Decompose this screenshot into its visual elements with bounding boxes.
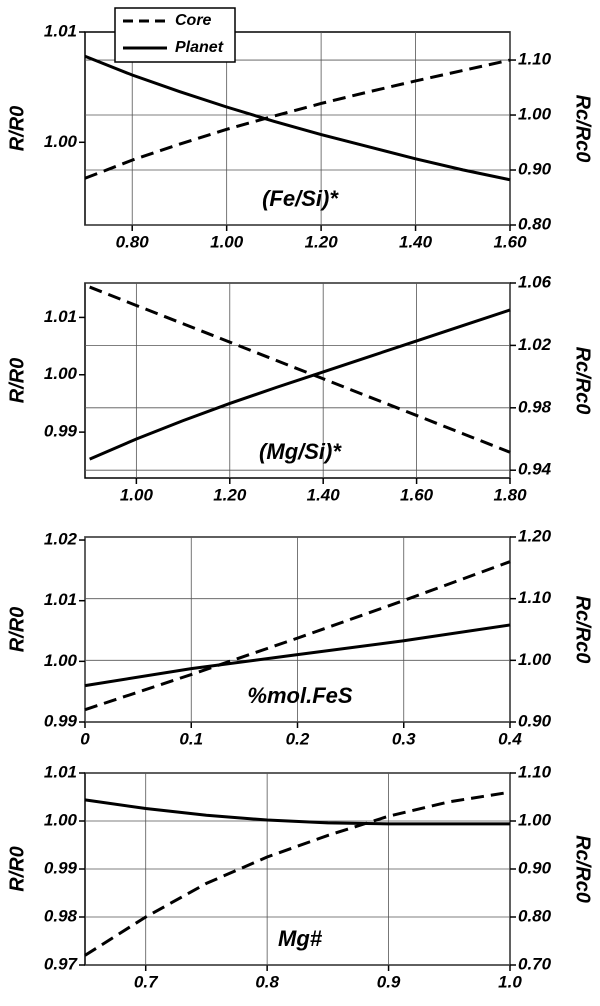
y-tick-label: 0.99 <box>44 711 78 730</box>
y2-axis-label: Rc/Rc0 <box>572 596 594 664</box>
x-tick-label: 0.2 <box>286 729 310 748</box>
y2-tick-label: 1.00 <box>518 650 552 669</box>
x-tick-label: 1.00 <box>210 232 244 251</box>
y2-axis-label: Rc/Rc0 <box>572 347 594 415</box>
y2-tick-label: 0.90 <box>518 858 552 877</box>
panel: 1.00 1.20 1.40 1.60 1.80 0.99 1.00 1.01 0.94 0.98… <box>6 272 593 504</box>
x-tick-label: 1.0 <box>498 972 522 991</box>
data-line <box>84 54 511 182</box>
y-tick-label: 1.01 <box>44 762 77 781</box>
x-tick-label: 1.60 <box>493 232 527 251</box>
y-tick-label: 1.00 <box>44 810 78 829</box>
panel: 0.80 1.00 1.20 1.40 1.60 1.00 1.01 0.80 0.90 1.00… <box>6 7 594 251</box>
y2-tick-label: 1.00 <box>518 105 552 124</box>
data-line <box>84 790 511 957</box>
x-tick-label: 1.20 <box>213 485 247 504</box>
x-tick-label: 1.40 <box>307 485 341 504</box>
y-tick-label: 1.00 <box>44 364 78 383</box>
x-axis-label: (Fe/Si)* <box>262 186 339 211</box>
x-axis-label: (Mg/Si)* <box>259 439 342 464</box>
y-tick-label: 1.01 <box>44 21 77 40</box>
y2-tick-label: 0.98 <box>518 397 552 416</box>
y2-tick-label: 0.70 <box>518 954 552 973</box>
x-tick-label: 0.3 <box>392 729 416 748</box>
y2-tick-label: 1.10 <box>518 762 552 781</box>
legend-label: Planet <box>175 39 224 56</box>
y2-tick-label: 1.20 <box>518 526 552 545</box>
y2-tick-label: 0.90 <box>518 711 552 730</box>
x-tick-label: 1.40 <box>399 232 433 251</box>
panel: 0.7 0.8 0.9 1.0 0.97 0.98 0.99 1.00 1.01 0.70 0.80… <box>6 762 593 991</box>
y-axis-label: R/R0 <box>6 607 28 653</box>
x-tick-label: 0.80 <box>116 232 150 251</box>
x-tick-label: 0.4 <box>498 729 522 748</box>
data-line <box>84 623 511 688</box>
y2-tick-label: 1.02 <box>518 335 552 354</box>
y2-tick-label: 0.94 <box>518 460 552 479</box>
legend-label: Core <box>175 12 212 29</box>
y2-tick-label: 1.10 <box>518 50 552 69</box>
y2-axis-label: Rc/Rc0 <box>572 95 594 163</box>
x-tick-label: 0.1 <box>179 729 203 748</box>
y-axis-label: R/R0 <box>6 846 28 892</box>
y-tick-label: 1.01 <box>44 307 77 326</box>
y-tick-label: 0.99 <box>44 858 78 877</box>
y-axis-label: R/R0 <box>6 358 28 404</box>
data-line <box>84 58 511 180</box>
y-axis-label: R/R0 <box>6 106 28 152</box>
x-tick-label: 0.7 <box>134 972 159 991</box>
x-tick-label: 0.8 <box>255 972 279 991</box>
panel: 0 0.1 0.2 0.3 0.4 0.99 1.00 1.01 1.02 0.90 1.00 1.1… <box>6 526 593 748</box>
x-tick-label: 1.80 <box>493 485 527 504</box>
y-tick-label: 0.98 <box>44 906 78 925</box>
y2-tick-label: 1.10 <box>518 588 552 607</box>
data-line <box>89 308 511 461</box>
x-tick-label: 0.9 <box>377 972 401 991</box>
y2-axis-label: Rc/Rc0 <box>572 835 594 903</box>
legend-box <box>114 7 236 63</box>
x-axis-label: Mg# <box>278 926 323 951</box>
data-line <box>84 798 510 826</box>
y-tick-label: 0.97 <box>44 954 79 973</box>
y-tick-label: 0.99 <box>44 422 78 441</box>
y-tick-label: 1.00 <box>44 651 78 670</box>
y-tick-label: 1.01 <box>44 590 77 609</box>
y-tick-label: 1.02 <box>44 530 78 549</box>
y2-tick-label: 0.90 <box>518 159 552 178</box>
x-axis-label: %mol.FeS <box>247 683 352 708</box>
x-tick-label: 1.00 <box>120 485 154 504</box>
x-tick-label: 0 <box>80 729 90 748</box>
y-tick-label: 1.00 <box>44 132 78 151</box>
y2-tick-label: 0.80 <box>518 906 552 925</box>
data-line <box>84 560 511 712</box>
x-tick-label: 1.60 <box>400 485 434 504</box>
x-tick-label: 1.20 <box>305 232 339 251</box>
y2-tick-label: 0.80 <box>518 214 552 233</box>
y2-tick-label: 1.06 <box>518 272 552 291</box>
y2-tick-label: 1.00 <box>518 810 552 829</box>
data-line <box>89 285 511 454</box>
